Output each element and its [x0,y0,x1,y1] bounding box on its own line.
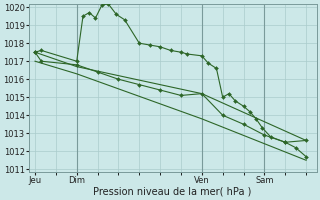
X-axis label: Pression niveau de la mer( hPa ): Pression niveau de la mer( hPa ) [93,187,252,197]
